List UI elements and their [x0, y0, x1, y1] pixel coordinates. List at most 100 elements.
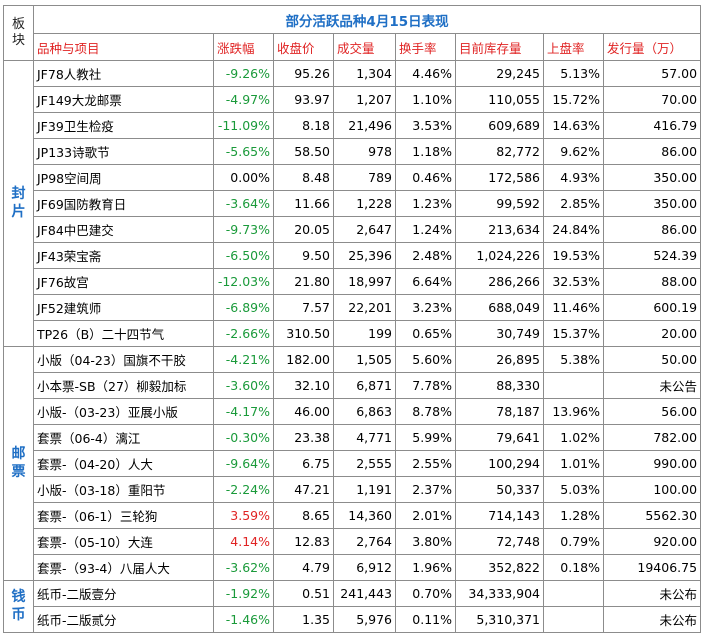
- cell: 0.51: [273, 580, 334, 607]
- cell: 未公布: [602, 580, 702, 607]
- table-title: 部分活跃品种4月15日表现: [32, 5, 702, 34]
- cell: 5.13%: [543, 60, 604, 87]
- item-name: JF84中巴建交: [33, 216, 214, 243]
- cell: 46.00: [273, 398, 334, 425]
- cell: 2.48%: [395, 242, 456, 269]
- cell: -12.03%: [213, 268, 274, 295]
- cell: -2.24%: [213, 476, 274, 503]
- cell: 3.80%: [395, 528, 456, 555]
- cell: 11.46%: [543, 294, 604, 321]
- cell: 182.00: [273, 346, 334, 373]
- cell: 1,505: [333, 346, 396, 373]
- cell: -0.30%: [213, 424, 274, 451]
- cell: 4.14%: [213, 528, 274, 555]
- cell: 95.26: [273, 60, 334, 87]
- cell: 0.00%: [213, 164, 274, 191]
- section-label: 邮票: [3, 346, 34, 581]
- column-header: 品种与项目: [33, 33, 214, 61]
- row: 板块 部分活跃品种4月15日表现: [3, 5, 702, 61]
- cell: 1.01%: [543, 450, 604, 477]
- cell: 609,689: [455, 112, 544, 139]
- item-name: 小版-（03-18）重阳节: [33, 476, 214, 503]
- item-name: JF39卫生检疫: [33, 112, 214, 139]
- cell: -4.21%: [213, 346, 274, 373]
- cell: -3.60%: [213, 372, 274, 399]
- cell: 5.03%: [543, 476, 604, 503]
- cell: 782.00: [602, 424, 702, 451]
- cell: 88,330: [455, 372, 544, 399]
- row: 小本票-SB（27）柳毅加标 -3.60% 32.10 6,871 7.78% 88,33…: [4, 372, 702, 399]
- cell: -6.89%: [213, 294, 274, 321]
- cell: 213,634: [455, 216, 544, 243]
- cell: 50,337: [455, 476, 544, 503]
- cell: 15.37%: [543, 320, 604, 347]
- cell: 21.80: [273, 268, 334, 295]
- cell: 5.38%: [543, 346, 604, 373]
- corner-text: 板块: [12, 16, 26, 48]
- cell: 57.00: [602, 60, 702, 87]
- cell: 86.00: [602, 216, 702, 243]
- cell: 350.00: [602, 190, 702, 217]
- cell: -4.97%: [213, 86, 274, 113]
- cell: 2.37%: [395, 476, 456, 503]
- item-name: 套票-（04-20）人大: [33, 450, 214, 477]
- cell: 19406.75: [602, 554, 702, 581]
- row: 套票-（06-1）三轮狗 3.59% 8.65 14,360 2.01% 714,143 1…: [4, 502, 702, 529]
- item-name: JF149大龙邮票: [33, 86, 214, 113]
- cell: 524.39: [602, 242, 702, 269]
- cell: 58.50: [273, 138, 334, 165]
- row: 小版-（03-18）重阳节 -2.24% 47.21 1,191 2.37% 50,337…: [4, 476, 702, 503]
- section-text: 封片: [11, 186, 26, 220]
- column-header: 换手率: [395, 33, 456, 61]
- item-name: JF78人教社: [33, 60, 214, 87]
- cell: 6.75: [273, 450, 334, 477]
- cell: 78,187: [455, 398, 544, 425]
- cell: 56.00: [602, 398, 702, 425]
- column-header: 收盘价: [273, 33, 334, 61]
- row: JF39卫生检疫 -11.09% 8.18 21,496 3.53% 609,689 14.…: [4, 112, 702, 139]
- cell: 14.63%: [543, 112, 604, 139]
- row: 钱币 纸币-二版壹分 -1.92% 0.51 241,443 0.70% 34,333,90…: [3, 580, 702, 633]
- cell: 1.10%: [395, 86, 456, 113]
- cell: 26,895: [455, 346, 544, 373]
- row: 邮票 小版（04-23）国旗不干胶 -4.21% 182.00 1,505 5.60% 26…: [3, 346, 702, 581]
- cell: 1.28%: [543, 502, 604, 529]
- row: 纸币-二版贰分 -1.46% 1.35 5,976 0.11% 5,310,371 未公布: [4, 606, 702, 633]
- cell: 93.97: [273, 86, 334, 113]
- cell: 32.10: [273, 372, 334, 399]
- section-label: 钱币: [3, 580, 34, 633]
- cell: 350.00: [602, 164, 702, 191]
- cell: 0.79%: [543, 528, 604, 555]
- row: 套票-（04-20）人大 -9.64% 6.75 2,555 2.55% 100,294 1…: [4, 450, 702, 477]
- cell: 20.00: [602, 320, 702, 347]
- item-name: JF43荣宝斋: [33, 242, 214, 269]
- column-header: 目前库存量: [455, 33, 544, 61]
- section-text: 邮票: [11, 446, 26, 480]
- item-name: 小版（04-23）国旗不干胶: [33, 346, 214, 373]
- cell: 6.64%: [395, 268, 456, 295]
- cell: 5,310,371: [455, 606, 544, 633]
- cell: 2,764: [333, 528, 396, 555]
- cell: 11.66: [273, 190, 334, 217]
- row: JF69国防教育日 -3.64% 11.66 1,228 1.23% 99,592 2.85…: [4, 190, 702, 217]
- cell: 0.18%: [543, 554, 604, 581]
- cell: 34,333,904: [455, 580, 544, 607]
- cell: 72,748: [455, 528, 544, 555]
- cell: 9.50: [273, 242, 334, 269]
- cell: 2,647: [333, 216, 396, 243]
- cell: 600.19: [602, 294, 702, 321]
- cell: 1,207: [333, 86, 396, 113]
- item-name: JF69国防教育日: [33, 190, 214, 217]
- item-name: TP26（B）二十四节气: [33, 320, 214, 347]
- cell: 110,055: [455, 86, 544, 113]
- item-name: JP98空间周: [33, 164, 214, 191]
- cell: -1.46%: [213, 606, 274, 633]
- cell: 13.96%: [543, 398, 604, 425]
- row: TP26（B）二十四节气 -2.66% 310.50 199 0.65% 30,749 15…: [4, 320, 702, 347]
- cell: 5.99%: [395, 424, 456, 451]
- cell: 8.65: [273, 502, 334, 529]
- cell: 100.00: [602, 476, 702, 503]
- cell: 352,822: [455, 554, 544, 581]
- cell: 79,641: [455, 424, 544, 451]
